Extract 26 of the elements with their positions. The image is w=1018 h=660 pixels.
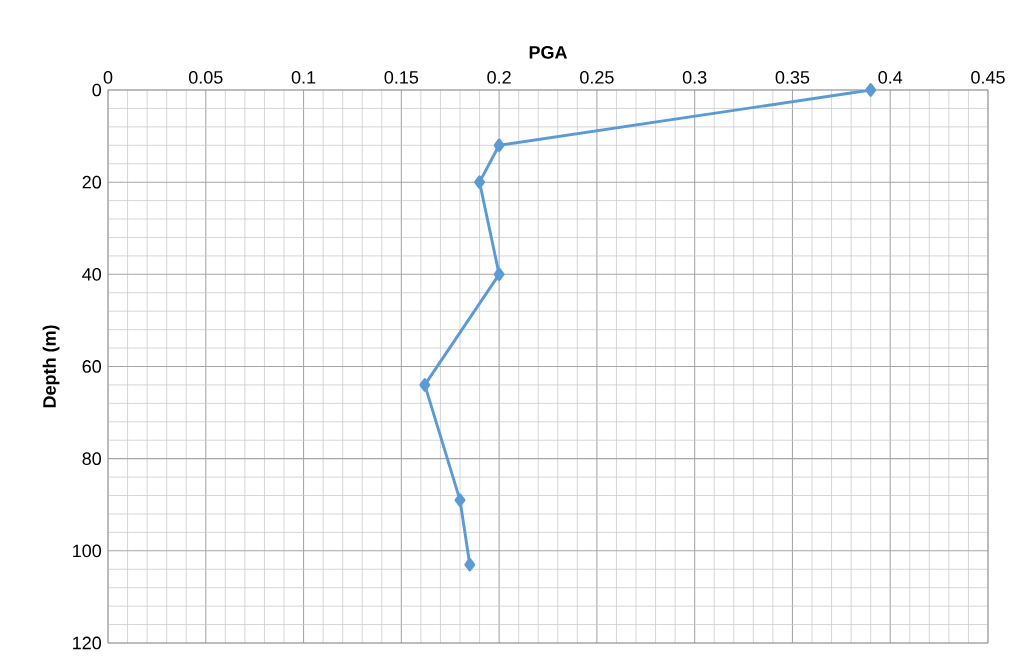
point (493, 138, 505, 153)
point (865, 83, 877, 97)
point (493, 267, 505, 282)
x-tick-label: 0.35 (775, 70, 810, 84)
x-tick-label: 0.05 (188, 70, 223, 84)
x-tick-label: 0.1 (291, 70, 316, 84)
x-axis-title: PGA (529, 45, 568, 59)
y-tick-label: 120 (73, 636, 102, 650)
y-tick-label: 40 (82, 267, 102, 281)
x-tick-label: 0.4 (878, 70, 903, 84)
y-tick-label: 80 (82, 452, 102, 466)
point (474, 175, 486, 189)
x-tick-label: 0.45 (971, 70, 1005, 84)
x-tick-label: 0.15 (384, 70, 419, 84)
point (464, 557, 476, 572)
y-tick-label: 100 (73, 544, 102, 558)
point (454, 493, 466, 507)
point (419, 378, 431, 392)
x-tick-label: 0 (103, 70, 113, 84)
x-tick-label: 0.3 (682, 70, 707, 84)
y-tick-label: 20 (82, 175, 102, 189)
y-tick-label: 60 (82, 360, 102, 373)
x-tick-label: 0.2 (487, 70, 511, 84)
y-axis-title: Depth (m) (42, 325, 60, 408)
y-tick-label: 0 (92, 83, 102, 97)
x-tick-label: 0.25 (580, 70, 614, 84)
